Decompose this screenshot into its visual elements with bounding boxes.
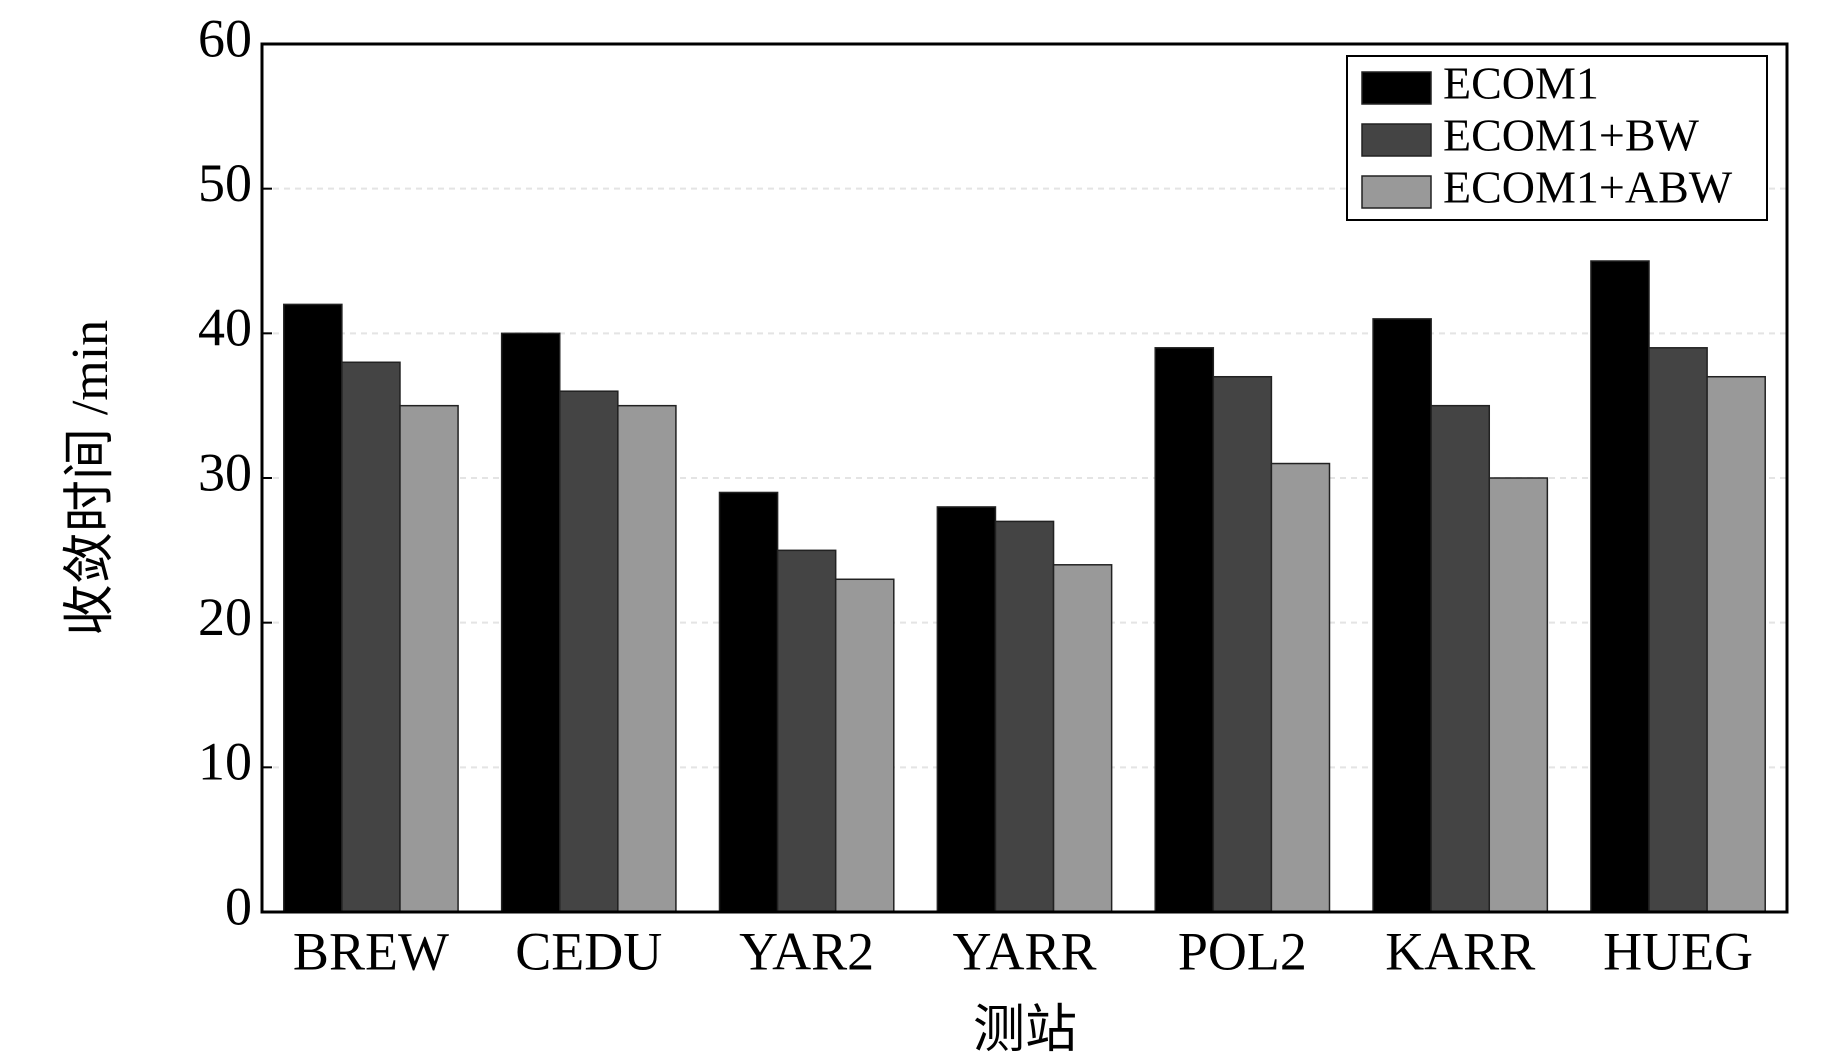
y-tick-label: 40 — [198, 298, 252, 358]
y-tick-label: 50 — [198, 153, 252, 213]
y-tick-label: 60 — [198, 8, 252, 68]
x-tick-label: YARR — [952, 921, 1096, 981]
bar — [1648, 347, 1708, 913]
bar — [1430, 404, 1491, 913]
bar — [617, 404, 677, 913]
x-tick-label: CEDU — [515, 921, 662, 981]
x-tick-label: HUEG — [1603, 921, 1753, 981]
x-tick-label: YAR2 — [739, 921, 874, 981]
bar — [994, 520, 1055, 913]
legend-swatch — [1361, 175, 1432, 209]
legend-swatch — [1361, 71, 1432, 105]
bar — [1154, 347, 1215, 913]
bar — [1372, 318, 1432, 913]
bar — [341, 361, 401, 913]
y-tick-label: 20 — [198, 587, 252, 647]
y-tick-label: 0 — [225, 876, 252, 936]
bar — [1052, 564, 1113, 913]
bar — [399, 404, 459, 913]
bar — [718, 491, 779, 913]
legend-label: ECOM1+BW — [1443, 110, 1700, 161]
legend-label: ECOM1+ABW — [1443, 162, 1733, 213]
bar — [936, 506, 997, 913]
y-tick-label: 30 — [198, 442, 252, 502]
bar — [283, 303, 343, 913]
y-tick-label: 10 — [198, 732, 252, 792]
x-axis-label: 测站 — [973, 1002, 1077, 1059]
bar — [1590, 260, 1650, 913]
bar — [834, 578, 895, 913]
legend-label: ECOM1 — [1443, 58, 1599, 109]
legend-swatch — [1361, 123, 1432, 157]
x-tick-label: POL2 — [1178, 921, 1307, 981]
bar — [500, 332, 561, 913]
plot-frame — [260, 42, 1789, 914]
x-tick-label: BREW — [293, 921, 449, 981]
bar — [1212, 375, 1273, 913]
bar — [1706, 375, 1766, 913]
bar — [776, 549, 837, 913]
bar — [1270, 462, 1331, 913]
x-tick-label: KARR — [1385, 921, 1535, 981]
y-axis-label: 收敛时间 /min — [62, 320, 119, 636]
bar — [558, 390, 619, 913]
bar — [1488, 477, 1549, 913]
